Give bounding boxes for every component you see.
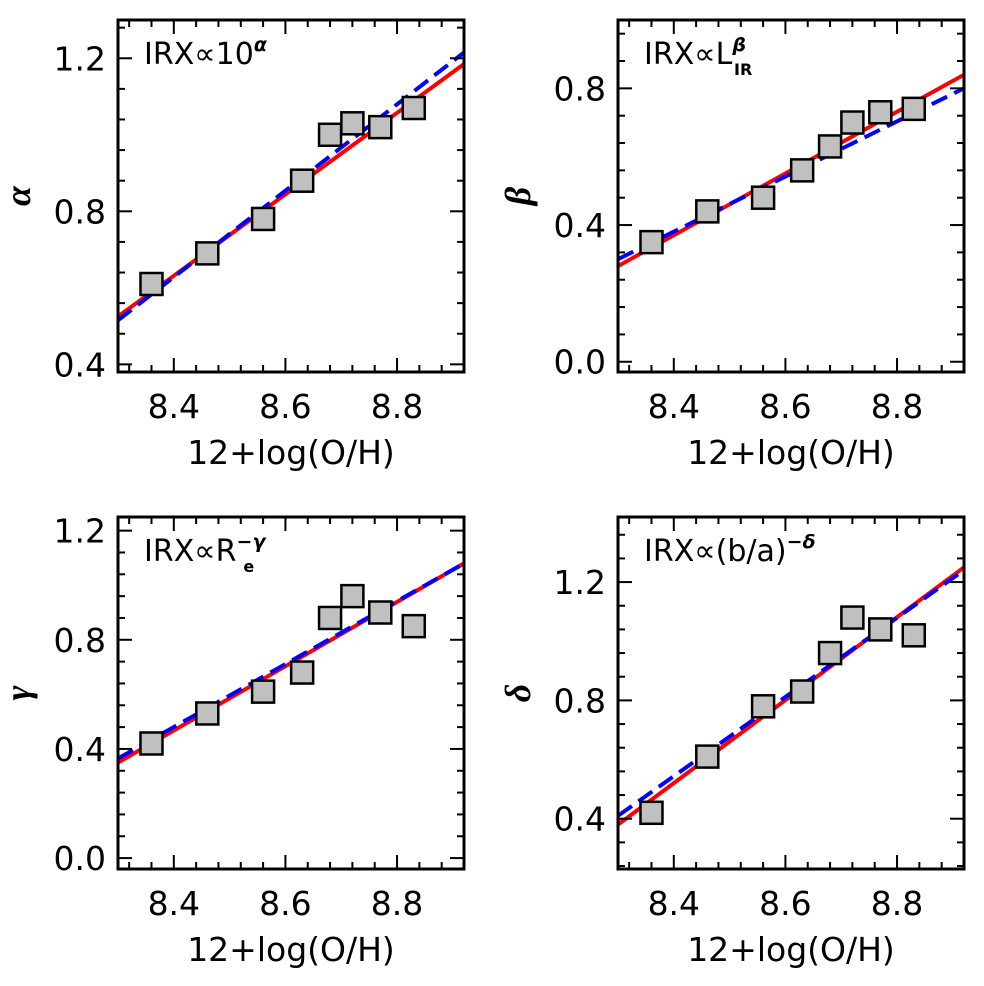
dashed-fit-line xyxy=(618,86,964,261)
data-point xyxy=(340,111,365,136)
y-tick-label: 1.2 xyxy=(54,512,106,551)
data-point xyxy=(789,679,815,704)
data-point xyxy=(817,640,843,666)
y-tick-label: 0.0 xyxy=(554,343,606,382)
x-tick-label: 8.6 xyxy=(759,884,811,923)
x-axis-label: 12+log(O/H) xyxy=(187,930,395,969)
x-tick-label: 8.8 xyxy=(871,387,923,426)
data-point xyxy=(868,100,893,125)
y-tick-label: 0.8 xyxy=(54,621,106,660)
annotation-sub: IR xyxy=(734,60,752,79)
y-tick-label: 0.4 xyxy=(54,345,106,384)
annotation-sup: α xyxy=(254,34,268,56)
plot-frame xyxy=(616,18,966,374)
annotation-base: IRX∝(b/a) xyxy=(644,534,787,569)
y-tick-label: 1.2 xyxy=(54,39,106,78)
annotation-sub: e xyxy=(243,557,254,576)
annotation: IRX∝R−γ e xyxy=(144,531,267,576)
data-point xyxy=(750,185,776,210)
x-tick-label: 8.4 xyxy=(148,884,200,923)
y-axis-label: δ xyxy=(498,684,538,702)
y-tick-label: 0.8 xyxy=(554,681,606,720)
x-tick-label: 8.4 xyxy=(148,387,200,426)
y-tick-label: 0.0 xyxy=(54,839,106,878)
x-axis-label: 12+log(O/H) xyxy=(687,433,895,472)
data-point xyxy=(368,114,393,140)
annotation-sup: −δ xyxy=(787,531,816,553)
data-point xyxy=(139,731,164,756)
data-point xyxy=(250,206,276,232)
data-point xyxy=(317,605,343,631)
plot-frame xyxy=(116,515,466,871)
data-point xyxy=(840,605,865,630)
data-point xyxy=(901,623,927,648)
data-point xyxy=(901,96,927,122)
x-tick-label: 8.8 xyxy=(371,387,423,426)
y-tick-label: 0.8 xyxy=(54,192,106,231)
annotation-sup: β xyxy=(731,34,746,56)
data-point xyxy=(639,800,664,826)
x-tick-label: 8.8 xyxy=(871,884,923,923)
data-point xyxy=(868,617,893,642)
y-tick-label: 0.4 xyxy=(554,206,606,245)
dashed-fit-line xyxy=(118,561,464,761)
data-point xyxy=(401,613,427,639)
y-axis-label: β xyxy=(498,186,538,207)
data-point xyxy=(289,660,315,685)
data-point xyxy=(250,679,276,704)
data-point xyxy=(340,583,365,609)
annotation-base: IRX∝R xyxy=(144,534,237,569)
x-tick-label: 8.8 xyxy=(371,884,423,923)
plot-frame xyxy=(116,18,466,374)
data-point xyxy=(401,95,427,121)
annotation-base: IRX∝L xyxy=(644,37,733,72)
x-tick-label: 8.6 xyxy=(259,884,311,923)
data-point xyxy=(789,158,815,183)
data-point xyxy=(195,701,220,726)
x-axis-label: 12+log(O/H) xyxy=(687,930,895,969)
y-tick-label: 0.4 xyxy=(54,730,106,769)
annotation: IRX∝(b/a)−δ xyxy=(644,531,816,569)
data-point xyxy=(139,271,164,297)
x-axis-label: 12+log(O/H) xyxy=(187,433,395,472)
data-point xyxy=(639,229,664,255)
data-point xyxy=(317,122,343,148)
x-tick-label: 8.4 xyxy=(648,387,700,426)
y-tick-label: 0.4 xyxy=(554,800,606,839)
x-tick-label: 8.4 xyxy=(648,884,700,923)
data-point xyxy=(289,168,315,193)
annotation: IRX∝10α xyxy=(144,34,268,72)
x-tick-label: 8.6 xyxy=(759,387,811,426)
y-axis-label: α xyxy=(0,185,38,206)
panel-4: 8.4 8.6 8.8 0.4 0.8 1.2 12+log(O/H) δ IRX∝(b/a)−… xyxy=(498,515,966,969)
data-point xyxy=(750,694,776,719)
annotation-sup: −γ xyxy=(237,531,268,553)
y-tick-label: 1.2 xyxy=(554,563,606,602)
y-tick-label: 0.8 xyxy=(554,69,606,108)
data-point xyxy=(695,744,720,769)
x-tick-label: 8.6 xyxy=(259,387,311,426)
y-axis-label: γ xyxy=(0,685,38,700)
plot-frame xyxy=(616,515,966,871)
data-point xyxy=(195,241,220,266)
annotation: IRX∝Lβ IR xyxy=(644,34,752,79)
annotation-base: IRX∝10 xyxy=(144,37,254,72)
data-point xyxy=(695,199,720,224)
data-point xyxy=(817,134,843,159)
panel-3: 8.4 8.6 8.8 0.0 0.4 0.8 1.2 12+log(O/H) γ IRX∝R−γ… xyxy=(0,512,466,969)
data-point xyxy=(840,110,865,135)
data-point xyxy=(368,600,393,625)
